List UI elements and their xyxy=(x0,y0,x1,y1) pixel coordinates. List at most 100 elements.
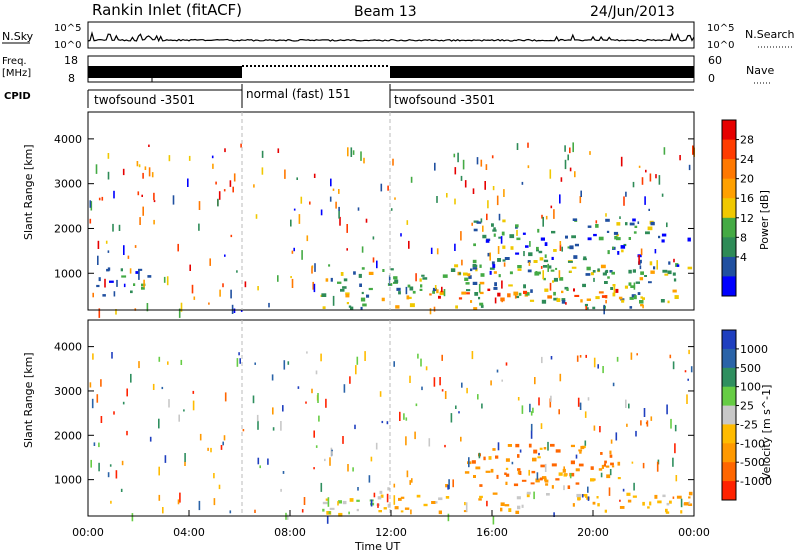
data-cell xyxy=(436,196,438,203)
colorbar-tick-label: 100 xyxy=(740,381,761,394)
data-cell xyxy=(115,309,117,315)
data-cell xyxy=(676,495,682,499)
colorbar-swatch xyxy=(722,424,736,444)
data-cell xyxy=(674,424,677,432)
data-cell xyxy=(236,358,239,367)
data-cell xyxy=(542,216,544,227)
data-cell xyxy=(516,496,521,500)
data-cell xyxy=(354,424,356,430)
data-cell xyxy=(223,435,226,441)
data-cell xyxy=(370,499,373,507)
colorbar-swatch xyxy=(722,462,736,482)
data-cell xyxy=(139,217,141,225)
data-cell xyxy=(313,467,315,470)
data-cell xyxy=(471,351,474,360)
data-cell xyxy=(135,271,140,274)
noise-right-label: N.Search xyxy=(745,28,795,41)
data-cell xyxy=(404,507,410,510)
data-cell xyxy=(378,510,382,513)
data-cell xyxy=(441,389,444,392)
data-cell xyxy=(343,278,348,282)
data-cell xyxy=(329,457,331,466)
data-cell xyxy=(661,233,667,237)
data-cell xyxy=(230,289,232,299)
data-cell xyxy=(149,436,152,442)
data-cell xyxy=(461,259,463,266)
data-cell xyxy=(480,218,483,223)
data-cell xyxy=(683,502,689,506)
data-cell xyxy=(90,459,92,468)
data-cell xyxy=(120,488,123,492)
data-cell xyxy=(559,241,562,246)
data-cell xyxy=(582,283,586,288)
data-cell xyxy=(398,497,402,501)
data-cell xyxy=(669,354,672,359)
data-cell xyxy=(558,409,560,415)
data-cell xyxy=(590,272,594,276)
data-cell xyxy=(434,285,437,290)
data-cell xyxy=(619,499,621,502)
data-cell xyxy=(438,510,442,515)
data-cell xyxy=(112,223,114,232)
data-cell xyxy=(595,224,599,228)
data-cell xyxy=(632,181,635,188)
data-cell xyxy=(483,456,486,461)
data-cell xyxy=(656,461,659,472)
data-cell xyxy=(184,453,186,462)
data-cell xyxy=(467,273,471,277)
data-cell xyxy=(428,438,431,447)
data-cell xyxy=(636,353,638,356)
data-cell xyxy=(532,457,537,462)
data-cell xyxy=(138,164,141,168)
data-cell xyxy=(187,178,189,187)
velocity-colorbar-label: Velocity [m s^-1] xyxy=(760,385,773,480)
colorbar-tick-label: 16 xyxy=(740,192,754,205)
data-cell xyxy=(492,492,498,495)
data-cell xyxy=(131,513,134,522)
data-cell xyxy=(301,509,304,513)
data-cell xyxy=(546,493,550,496)
data-cell xyxy=(501,379,503,382)
data-cell xyxy=(290,276,292,279)
data-cell xyxy=(510,246,514,250)
data-cell xyxy=(633,295,637,300)
data-cell xyxy=(583,256,587,260)
data-cell xyxy=(569,473,572,479)
data-cell xyxy=(565,302,567,305)
data-cell xyxy=(530,430,533,439)
data-cell xyxy=(491,261,495,265)
freq-panel: Freq. [MHz] 18 8 60 0 Nave xyxy=(2,54,774,85)
data-cell xyxy=(383,507,387,510)
data-cell xyxy=(502,259,506,262)
data-cell xyxy=(138,268,143,271)
data-cell xyxy=(348,511,350,515)
colorbar-swatch xyxy=(722,256,736,277)
colorbar-tick-label: 12 xyxy=(740,212,754,225)
data-cell xyxy=(421,386,423,391)
data-cell xyxy=(352,150,355,155)
data-cell xyxy=(586,298,591,301)
data-cell xyxy=(563,474,567,477)
data-cell xyxy=(372,236,375,240)
data-cell xyxy=(497,292,501,297)
data-cell xyxy=(111,352,113,359)
freq-tick-bottom: 8 xyxy=(68,72,75,85)
data-cell xyxy=(598,468,603,471)
data-cell xyxy=(320,209,323,216)
data-cell xyxy=(472,264,477,268)
data-cell xyxy=(658,175,661,185)
data-cell xyxy=(89,382,92,388)
data-cell xyxy=(538,271,541,275)
data-cell xyxy=(688,496,691,499)
data-cell xyxy=(445,484,449,488)
cpid-segment-3: twofsound -3501 xyxy=(394,93,495,107)
noise-left-tick-top: 10^5 xyxy=(54,23,81,34)
data-cell xyxy=(261,167,264,175)
data-cell xyxy=(425,366,428,371)
data-cell xyxy=(318,415,320,422)
data-cell xyxy=(479,495,483,499)
data-cell xyxy=(213,473,215,479)
data-cell xyxy=(98,462,100,472)
data-cell xyxy=(613,285,616,294)
power-ylabel: Slant Range [km] xyxy=(22,144,35,240)
